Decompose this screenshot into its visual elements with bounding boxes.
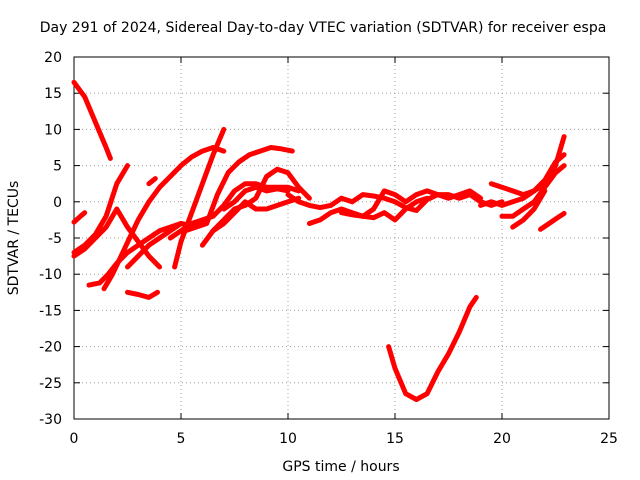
y-tick-label: -10 <box>39 267 62 283</box>
data-series <box>71 79 567 402</box>
chart-title: Day 291 of 2024, Sidereal Day-to-day VTE… <box>40 20 607 36</box>
x-tick-label: 10 <box>279 431 297 447</box>
x-tick-label: 25 <box>600 431 618 447</box>
y-tick-label: 5 <box>53 159 62 175</box>
y-tick-labels: -30 -25 -20 -15 -10 -5 0 5 10 15 20 <box>39 50 62 428</box>
series-line-sat-s <box>386 294 479 402</box>
series-line-sat-a <box>71 79 113 161</box>
series-line-sat-o <box>221 184 291 212</box>
series-line-sat-x <box>538 210 567 232</box>
series-line-sat-b <box>71 210 88 225</box>
axis-ticks <box>73 56 610 420</box>
x-tick-label: 20 <box>493 431 511 447</box>
series-line-sat-r <box>339 195 430 223</box>
series-line-sat-f <box>101 145 227 292</box>
series-line-sat-n <box>210 195 302 234</box>
series-line-sat-v <box>499 163 567 219</box>
series-line-sat-w <box>510 188 548 230</box>
x-tick-label: 0 <box>70 431 79 447</box>
series-line-sat-l <box>182 145 295 234</box>
series-line-sat-c <box>71 163 130 255</box>
y-axis-label: SDTVAR / TECUs <box>6 181 22 296</box>
series-line-sat-q <box>306 188 484 226</box>
series-line-sat-g <box>125 289 160 300</box>
series-line-sat-j <box>172 126 227 270</box>
y-tick-label: 15 <box>44 86 62 102</box>
grid-lines <box>74 57 609 419</box>
series-line-sat-u <box>478 152 567 208</box>
x-tick-label: 5 <box>177 431 186 447</box>
series-line-sat-p <box>285 192 505 213</box>
x-tick-label: 15 <box>386 431 404 447</box>
y-tick-label: -25 <box>39 376 62 392</box>
x-axis-label: GPS time / hours <box>282 459 399 475</box>
y-tick-label: -30 <box>39 412 62 428</box>
y-tick-label: 0 <box>53 195 62 211</box>
x-tick-labels: 0 5 10 15 20 25 <box>70 431 618 447</box>
y-tick-label: 10 <box>44 122 62 138</box>
series-line-sat-i <box>125 221 184 270</box>
y-tick-label: -20 <box>39 340 62 356</box>
y-tick-label: -15 <box>39 303 62 319</box>
y-tick-label: -5 <box>48 231 62 247</box>
series-line-sat-h <box>146 176 158 187</box>
y-tick-label: 20 <box>44 50 62 66</box>
